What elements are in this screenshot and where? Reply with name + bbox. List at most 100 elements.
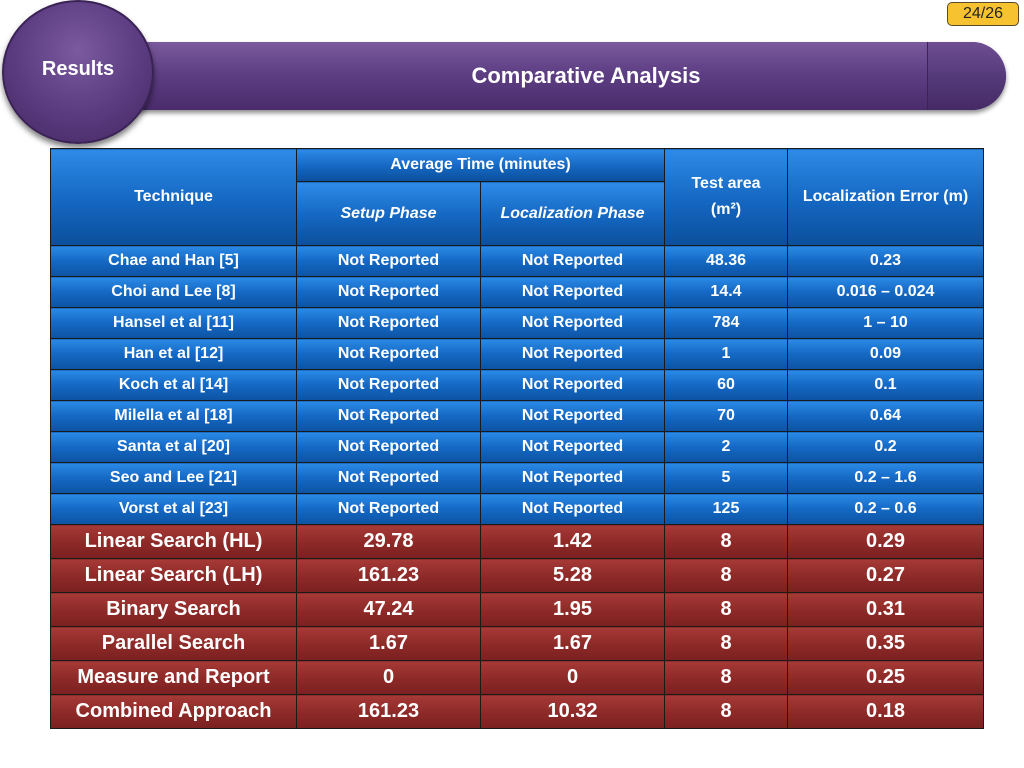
- table-row: Parallel Search 1.67 1.67 8 0.35: [50, 626, 984, 661]
- proposed-technique-rows: Linear Search (HL) 29.78 1.42 8 0.29 Linear S…: [50, 524, 984, 729]
- technique-cell: Linear Search (HL): [50, 524, 297, 559]
- slide-title: Comparative Analysis: [471, 63, 701, 88]
- localization-error-cell: 0.18: [787, 694, 984, 729]
- technique-cell: Measure and Report: [50, 660, 297, 695]
- setup-phase-cell: Not Reported: [296, 245, 481, 277]
- setup-phase-cell: Not Reported: [296, 307, 481, 339]
- table-row: Linear Search (HL) 29.78 1.42 8 0.29: [50, 524, 984, 559]
- localization-phase-cell: Not Reported: [480, 307, 665, 339]
- table-row: Linear Search (LH) 161.23 5.28 8 0.27: [50, 558, 984, 593]
- header-test-area-label: Test area (m²): [691, 175, 761, 218]
- table-row: Hansel et al [11] Not Reported Not Reporte…: [50, 307, 984, 339]
- table-row: Binary Search 47.24 1.95 8 0.31: [50, 592, 984, 627]
- test-area-cell: 70: [664, 400, 788, 432]
- setup-phase-cell: Not Reported: [296, 369, 481, 401]
- header-technique: Technique: [50, 148, 297, 246]
- table-row: Choi and Lee [8] Not Reported Not Reported…: [50, 276, 984, 308]
- setup-phase-cell: 0: [296, 660, 481, 695]
- localization-phase-cell: Not Reported: [480, 276, 665, 308]
- localization-phase-cell: Not Reported: [480, 369, 665, 401]
- technique-cell: Milella et al [18]: [50, 400, 297, 432]
- test-area-cell: 8: [664, 524, 788, 559]
- technique-cell: Combined Approach: [50, 694, 297, 729]
- test-area-cell: 1: [664, 338, 788, 370]
- localization-error-cell: 0.09: [787, 338, 984, 370]
- localization-error-cell: 0.2 – 0.6: [787, 493, 984, 525]
- setup-phase-cell: Not Reported: [296, 338, 481, 370]
- localization-phase-cell: 1.95: [480, 592, 665, 627]
- title-banner-end-cap: [927, 42, 1006, 110]
- title-banner: Comparative Analysis: [96, 42, 1006, 110]
- technique-cell: Vorst et al [23]: [50, 493, 297, 525]
- technique-cell: Santa et al [20]: [50, 431, 297, 463]
- table-row: Combined Approach 161.23 10.32 8 0.18: [50, 694, 984, 729]
- table-row: Seo and Lee [21] Not Reported Not Reported…: [50, 462, 984, 494]
- setup-phase-cell: Not Reported: [296, 276, 481, 308]
- test-area-cell: 8: [664, 558, 788, 593]
- localization-error-cell: 0.35: [787, 626, 984, 661]
- setup-phase-cell: Not Reported: [296, 400, 481, 432]
- table-row: Milella et al [18] Not Reported Not Report…: [50, 400, 984, 432]
- prior-work-rows: Chae and Han [5] Not Reported Not Reported…: [50, 245, 984, 525]
- localization-error-cell: 0.2: [787, 431, 984, 463]
- localization-error-cell: 0.27: [787, 558, 984, 593]
- test-area-cell: 125: [664, 493, 788, 525]
- technique-cell: Linear Search (LH): [50, 558, 297, 593]
- localization-phase-cell: 1.42: [480, 524, 665, 559]
- localization-phase-cell: Not Reported: [480, 493, 665, 525]
- table-row: Koch et al [14] Not Reported Not Reported 6…: [50, 369, 984, 401]
- table-row: Chae and Han [5] Not Reported Not Reported…: [50, 245, 984, 277]
- setup-phase-cell: 161.23: [296, 558, 481, 593]
- localization-error-cell: 0.1: [787, 369, 984, 401]
- test-area-cell: 8: [664, 626, 788, 661]
- test-area-cell: 8: [664, 660, 788, 695]
- section-label: Results: [41, 58, 115, 80]
- localization-phase-cell: 1.67: [480, 626, 665, 661]
- localization-error-cell: 1 – 10: [787, 307, 984, 339]
- header-average-time: Average Time (minutes): [296, 148, 665, 182]
- comparison-table: Technique Average Time (minutes) Test ar…: [50, 148, 984, 729]
- header-localization-error-label: Localization Error (m): [802, 188, 969, 205]
- technique-cell: Choi and Lee [8]: [50, 276, 297, 308]
- test-area-cell: 48.36: [664, 245, 788, 277]
- localization-phase-cell: 0: [480, 660, 665, 695]
- technique-cell: Koch et al [14]: [50, 369, 297, 401]
- setup-phase-cell: Not Reported: [296, 493, 481, 525]
- localization-error-cell: 0.25: [787, 660, 984, 695]
- technique-cell: Seo and Lee [21]: [50, 462, 297, 494]
- header-localization-error: Localization Error (m): [787, 148, 984, 246]
- header-setup-phase: Setup Phase: [296, 181, 481, 246]
- test-area-cell: 14.4: [664, 276, 788, 308]
- header-test-area: Test area (m²): [664, 148, 788, 246]
- localization-phase-cell: 5.28: [480, 558, 665, 593]
- table-row: Han et al [12] Not Reported Not Reported 1 0…: [50, 338, 984, 370]
- test-area-cell: 2: [664, 431, 788, 463]
- setup-phase-cell: Not Reported: [296, 462, 481, 494]
- technique-cell: Hansel et al [11]: [50, 307, 297, 339]
- test-area-cell: 60: [664, 369, 788, 401]
- setup-phase-cell: 29.78: [296, 524, 481, 559]
- localization-error-cell: 0.64: [787, 400, 984, 432]
- localization-phase-cell: 10.32: [480, 694, 665, 729]
- setup-phase-cell: 161.23: [296, 694, 481, 729]
- table-row: Vorst et al [23] Not Reported Not Reported…: [50, 493, 984, 525]
- localization-phase-cell: Not Reported: [480, 338, 665, 370]
- localization-phase-cell: Not Reported: [480, 431, 665, 463]
- table-row: Santa et al [20] Not Reported Not Reported…: [50, 431, 984, 463]
- localization-phase-cell: Not Reported: [480, 462, 665, 494]
- technique-cell: Chae and Han [5]: [50, 245, 297, 277]
- localization-error-cell: 0.016 – 0.024: [787, 276, 984, 308]
- localization-error-cell: 0.2 – 1.6: [787, 462, 984, 494]
- section-badge: Results: [2, 0, 154, 144]
- technique-cell: Parallel Search: [50, 626, 297, 661]
- technique-cell: Han et al [12]: [50, 338, 297, 370]
- test-area-cell: 8: [664, 694, 788, 729]
- test-area-cell: 784: [664, 307, 788, 339]
- test-area-cell: 8: [664, 592, 788, 627]
- table-row: Measure and Report 0 0 8 0.25: [50, 660, 984, 695]
- technique-cell: Binary Search: [50, 592, 297, 627]
- localization-error-cell: 0.29: [787, 524, 984, 559]
- localization-phase-cell: Not Reported: [480, 400, 665, 432]
- setup-phase-cell: 1.67: [296, 626, 481, 661]
- test-area-cell: 5: [664, 462, 788, 494]
